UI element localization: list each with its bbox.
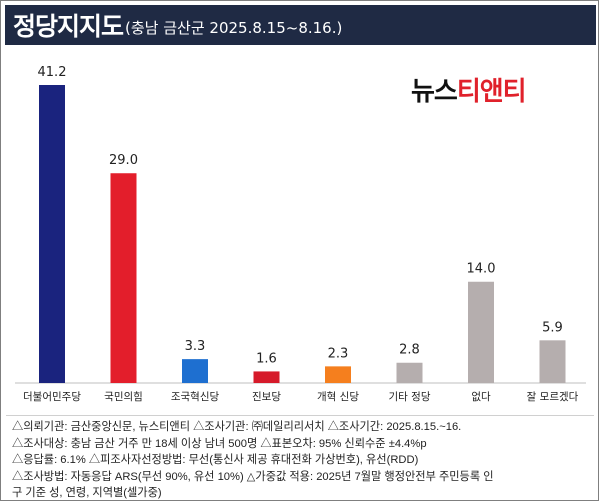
category-label: 더불어민주당	[23, 391, 81, 403]
data-label: 5.9	[542, 320, 563, 335]
category-label: 없다	[471, 390, 491, 403]
footnote-line: 구 기준 성, 연령, 지역별(셀가중)	[12, 487, 162, 499]
data-label: 1.6	[256, 351, 277, 366]
logo-part-2: 티앤티	[456, 77, 527, 107]
bar	[396, 362, 423, 383]
category-label: 진보당	[252, 391, 281, 403]
data-label: 14.0	[467, 262, 496, 277]
bar	[253, 371, 280, 383]
data-label: 2.8	[399, 343, 420, 358]
bar	[110, 173, 137, 383]
footnote-line: △의뢰기관: 금산중앙신문, 뉴스티앤티 △조사기관: ㈜데일리리서치 △조사기…	[12, 421, 462, 433]
category-label: 국민의힘	[104, 391, 143, 403]
bar-chart: 41.2 더불어민주당 29.0 국민의힘 3.3 조국혁신당 1.6 진보당 2.3 개혁 신당…	[15, 65, 586, 403]
data-label: 41.2	[38, 65, 67, 80]
bar	[468, 281, 494, 383]
data-label: 29.0	[109, 153, 138, 168]
category-label: 조국혁신당	[171, 391, 220, 403]
category-label: 기타 정당	[389, 391, 431, 403]
bar	[182, 359, 208, 383]
data-label: 2.3	[328, 346, 349, 361]
footnote-line: △조사방법: 자동응답 ARS(무선 90%, 유선 10%) △가중값 적용:…	[12, 470, 494, 483]
category-label: 개혁 신당	[317, 391, 359, 403]
header-bar: 정당지지도 (충남 금산군 2025.8.15~8.16.)	[5, 5, 596, 45]
survey-footnote: △의뢰기관: 금산중앙신문, 뉴스티앤티 △조사기관: ㈜데일리리서치 △조사기…	[6, 415, 594, 499]
bar	[539, 340, 566, 383]
bar	[325, 366, 351, 383]
chart-subtitle: (충남 금산군 2025.8.15~8.16.)	[125, 18, 343, 37]
footnote-line: △조사대상: 충남 금산 거주 만 18세 이상 남녀 500명 △표본오차: …	[12, 437, 427, 450]
news-logo: 뉴스티앤티	[411, 71, 527, 108]
category-label: 잘 모르겠다	[527, 391, 579, 403]
data-label: 3.3	[185, 339, 206, 354]
bar	[39, 85, 65, 383]
logo-part-1: 뉴스	[411, 77, 458, 107]
chart-title: 정당지지도	[13, 12, 124, 41]
footnote-line: △응답률: 6.1% △피조사자선정방법: 무선(통신사 제공 휴대전화 가상번…	[12, 454, 419, 466]
